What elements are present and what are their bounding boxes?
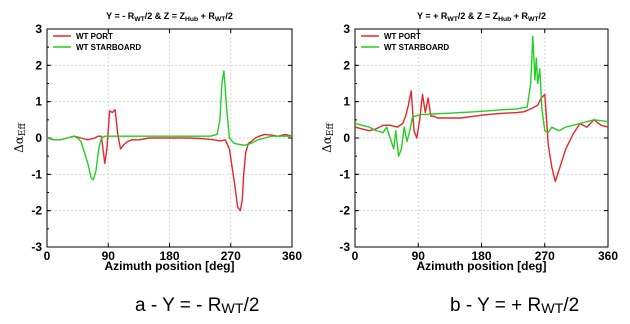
y-axis-label-part: Δα [320,136,334,153]
legend-label: WT STARBOARD [384,43,449,52]
legend-label: WT STARBOARD [76,43,141,52]
chart-panel-a: 0 90 180 270 360 -3 -2 -1 0 1 2 3 WT PORT WT STARBOAR… [12,11,302,317]
x-tick-label: 90 [102,249,116,263]
panel-title: Y = - RWT/2 & Z = ZHub + RWT/2 [106,11,233,23]
x-axis-label: Azimuth position [deg] [417,259,547,273]
panel-caption-part: a - Y = - R [135,295,221,316]
y-tick-label: -2 [339,204,350,218]
panel-title-part: Hub [498,16,511,23]
y-axis-label-part: Δα [12,136,26,153]
x-tick-label: 0 [352,249,359,263]
x-tick-label: 270 [221,249,241,263]
x-tick-label: 90 [412,249,426,263]
y-tick-label: -3 [339,240,350,254]
y-tick-label: 0 [35,131,42,145]
x-tick-label: 0 [44,249,51,263]
panel-caption-part: /2 [563,295,579,316]
y-tick-label: 2 [343,58,350,72]
panel-title-part: WT [528,16,539,23]
y-axis-label: ΔαEff [12,123,28,153]
y-tick-label: 0 [343,131,350,145]
x-tick-label: 180 [471,249,491,263]
legend-label: WT PORT [76,32,113,41]
y-axis-label: ΔαEff [320,123,336,153]
panel-title-part: WT [134,16,145,23]
y-tick-label: 3 [35,22,42,36]
y-axis-label-part: Eff [326,123,336,137]
x-tick-label: 360 [598,249,618,263]
panel-caption: a - Y = - RWT/2 [135,295,259,317]
panel-caption-part: b - Y = + R [450,295,541,316]
panel-caption-part: WT [221,301,243,317]
legend-label: WT PORT [384,32,421,41]
panel-title-part: /2 & Z = Z [458,11,499,21]
panel-title-part: Hub [185,16,198,23]
panel-caption-part: WT [541,301,563,317]
series-line-wt-starboard [354,35,609,157]
panel-title-part: Y = + R [417,11,448,21]
panel-title-part: WT [215,16,226,23]
series-line-wt-port [354,90,609,183]
y-tick-label: 2 [35,58,42,72]
y-tick-label: 3 [343,22,350,36]
panel-title-part: /2 [225,11,233,21]
x-axis-label: Azimuth position [deg] [105,259,235,273]
x-tick-label: 180 [159,249,179,263]
panel-title-part: + R [511,11,528,21]
y-tick-label: 1 [35,95,42,109]
y-tick-label: -1 [339,167,350,181]
y-tick-label: -1 [31,167,42,181]
panel-title-part: /2 & Z = Z [145,11,186,21]
panel-title-part: Y = - R [106,11,135,21]
chart-panel-b: 0 90 180 270 360 -3 -2 -1 0 1 2 3 WT PORT WT STARBOAR… [320,11,618,317]
panel-caption: b - Y = + RWT/2 [450,295,579,317]
series-line-wt-starboard [46,70,292,181]
panel-title: Y = + RWT/2 & Z = ZHub + RWT/2 [417,11,546,23]
x-tick-label: 270 [535,249,555,263]
panel-title-part: + R [198,11,215,21]
y-tick-label: -3 [31,240,42,254]
panel-title-part: WT [447,16,458,23]
y-tick-label: 1 [343,95,350,109]
x-tick-label: 360 [282,249,302,263]
panel-caption-part: /2 [244,295,260,316]
panel-title-part: /2 [539,11,547,21]
y-tick-label: -2 [31,204,42,218]
series-line-wt-port [46,108,293,212]
y-axis-label-part: Eff [18,123,28,137]
